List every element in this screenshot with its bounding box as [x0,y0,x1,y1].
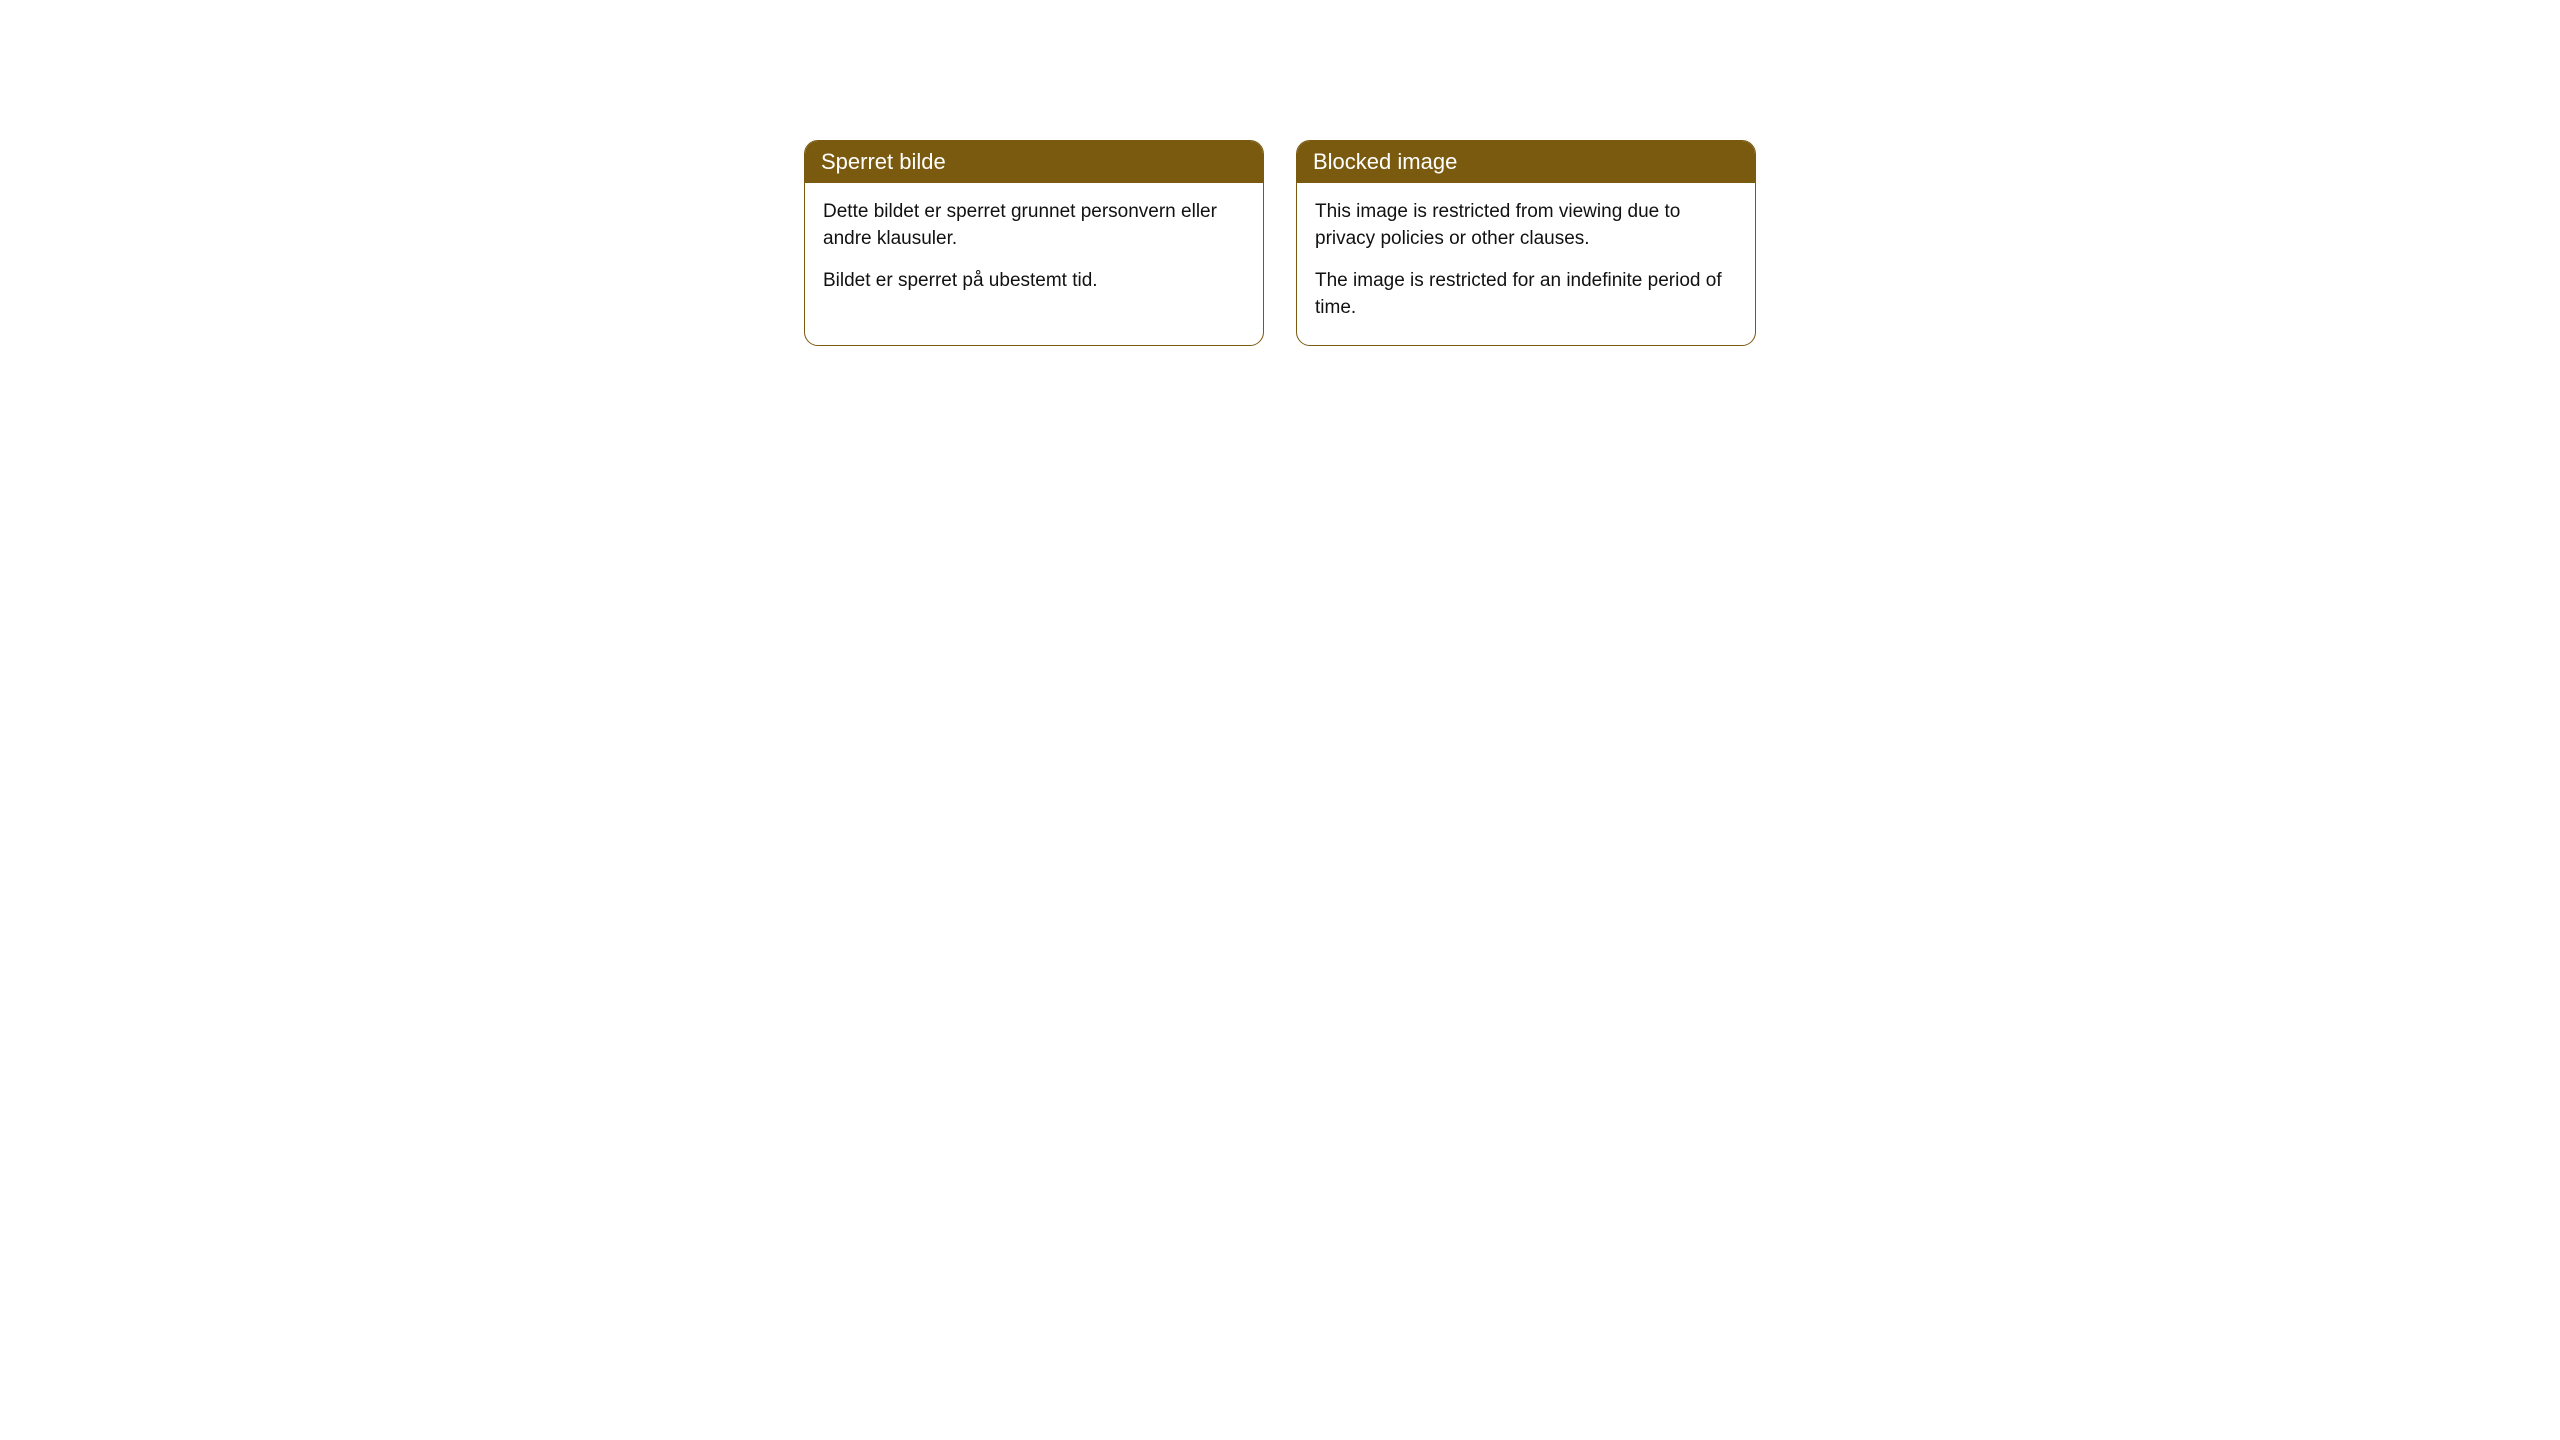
notice-paragraph: The image is restricted for an indefinit… [1315,268,1737,321]
blocked-image-notice-english: Blocked image This image is restricted f… [1296,140,1756,346]
notice-paragraph: Dette bildet er sperret grunnet personve… [823,199,1245,252]
blocked-image-notice-norwegian: Sperret bilde Dette bildet er sperret gr… [804,140,1264,346]
notice-body: Dette bildet er sperret grunnet personve… [805,183,1263,319]
notice-title: Sperret bilde [805,141,1263,183]
notice-paragraph: Bildet er sperret på ubestemt tid. [823,268,1245,295]
notice-body: This image is restricted from viewing du… [1297,183,1755,345]
notice-title: Blocked image [1297,141,1755,183]
notice-paragraph: This image is restricted from viewing du… [1315,199,1737,252]
